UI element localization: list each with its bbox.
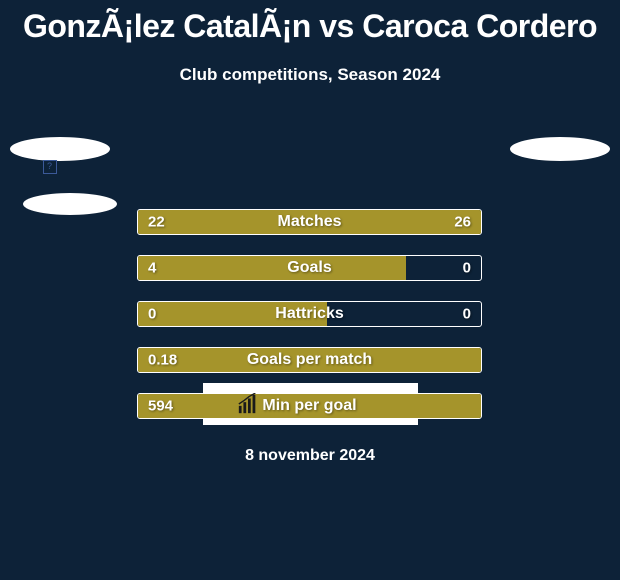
bar-value-left-hattricks: 0 xyxy=(148,306,156,323)
bar-value-right-goals: 0 xyxy=(463,260,471,277)
bar-value-left-gpm: 0.18 xyxy=(148,352,177,369)
bars-container: 22 Matches 26 4 Goals 0 0 Hattricks 0 0.… xyxy=(137,209,482,439)
bar-label-matches: Matches xyxy=(277,213,341,231)
bar-value-left-mpg: 594 xyxy=(148,398,173,415)
bar-value-left-matches: 22 xyxy=(148,214,165,231)
bar-row-matches: 22 Matches 26 xyxy=(137,209,482,235)
page-title: GonzÃ¡lez CatalÃ¡n vs Caroca Cordero xyxy=(0,0,620,45)
placeholder-icon xyxy=(43,160,57,174)
bar-row-goals: 4 Goals 0 xyxy=(137,255,482,281)
bar-label-hattricks: Hattricks xyxy=(275,305,343,323)
bar-row-goals-per-match: 0.18 Goals per match xyxy=(137,347,482,373)
bar-value-left-goals: 4 xyxy=(148,260,156,277)
player-right-avatar-shape-1 xyxy=(510,137,610,161)
player-left-avatar-shape-1 xyxy=(10,137,110,161)
player-left-avatar-shape-2 xyxy=(23,193,117,215)
bar-row-hattricks: 0 Hattricks 0 xyxy=(137,301,482,327)
subtitle: Club competitions, Season 2024 xyxy=(0,65,620,85)
bar-value-right-matches: 26 xyxy=(454,214,471,231)
bar-value-right-hattricks: 0 xyxy=(463,306,471,323)
bar-row-min-per-goal: 594 Min per goal xyxy=(137,393,482,419)
date-text: 8 november 2024 xyxy=(0,447,620,465)
bar-label-gpm: Goals per match xyxy=(247,351,372,369)
bar-label-goals: Goals xyxy=(287,259,331,277)
bar-left-goals xyxy=(138,256,406,280)
fctables-chart-icon xyxy=(237,393,259,415)
comparison-chart: 22 Matches 26 4 Goals 0 0 Hattricks 0 0.… xyxy=(0,125,620,365)
bar-label-mpg: Min per goal xyxy=(262,397,356,415)
